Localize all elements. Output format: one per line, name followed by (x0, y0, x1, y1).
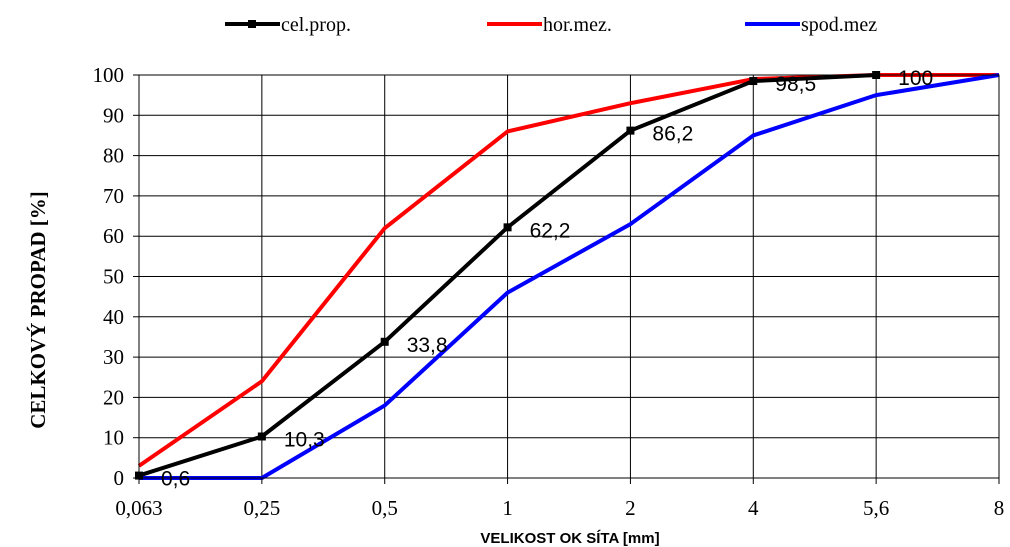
y-tick-label: 0 (114, 466, 125, 490)
x-axis-title: VELIKOST OK SÍTA [mm] (480, 530, 659, 547)
data-label: 86,2 (652, 123, 693, 146)
y-tick-label: 30 (103, 345, 124, 369)
data-point-marker (749, 77, 758, 86)
y-tick-label: 20 (103, 385, 124, 409)
x-tick-label: 2 (625, 496, 636, 520)
y-tick-label: 70 (103, 184, 124, 208)
x-tick-label: 1 (502, 496, 513, 520)
y-tick-label: 80 (103, 144, 124, 168)
x-tick-label: 5,6 (863, 496, 889, 520)
data-label: 98,5 (775, 73, 816, 96)
y-tick-label: 100 (93, 63, 125, 87)
data-label: 10,3 (284, 428, 325, 451)
series-line-spodmez (139, 73, 1000, 480)
data-label: 0,6 (161, 468, 190, 491)
legend: cel.prop. hor.mez. spod.mez (225, 14, 877, 36)
y-tick-label: 40 (103, 305, 124, 329)
x-tick-label: 0,25 (243, 496, 280, 520)
data-label: 33,8 (407, 334, 448, 357)
y-tick-label: 90 (103, 103, 124, 127)
axes: 0 10 20 30 40 50 60 70 80 90 100 0,063 0,25 0,5 1 2 4 5,6… (93, 63, 1005, 520)
data-labels: 0,6 10,3 33,8 62,2 86,2 98,5 100 (161, 67, 933, 491)
y-tick-label: 50 (103, 265, 124, 289)
grid (138, 74, 1000, 479)
data-point-marker (503, 223, 512, 232)
data-label: 62,2 (530, 219, 571, 242)
legend-label: hor.mez. (543, 14, 612, 36)
x-tick-label: 4 (748, 496, 759, 520)
x-tick-label: 0,5 (372, 496, 398, 520)
data-point-marker (626, 126, 635, 135)
data-label: 100 (898, 67, 933, 90)
legend-label: cel.prop. (281, 14, 351, 36)
y-axis-title: CELKOVÝ PROPAD [%] (26, 191, 50, 429)
plot-area-border (138, 74, 1000, 479)
y-tick-label: 60 (103, 224, 124, 248)
x-tick-label: 0,063 (115, 496, 162, 520)
series-lines (135, 71, 1000, 480)
data-point-marker (257, 432, 266, 441)
legend-label: spod.mez (801, 14, 877, 36)
legend-marker (248, 20, 256, 28)
y-tick-label: 10 (103, 426, 124, 450)
series-line-hormez (137, 73, 999, 468)
data-point-marker (380, 337, 389, 346)
x-tick-label: 8 (994, 496, 1005, 520)
